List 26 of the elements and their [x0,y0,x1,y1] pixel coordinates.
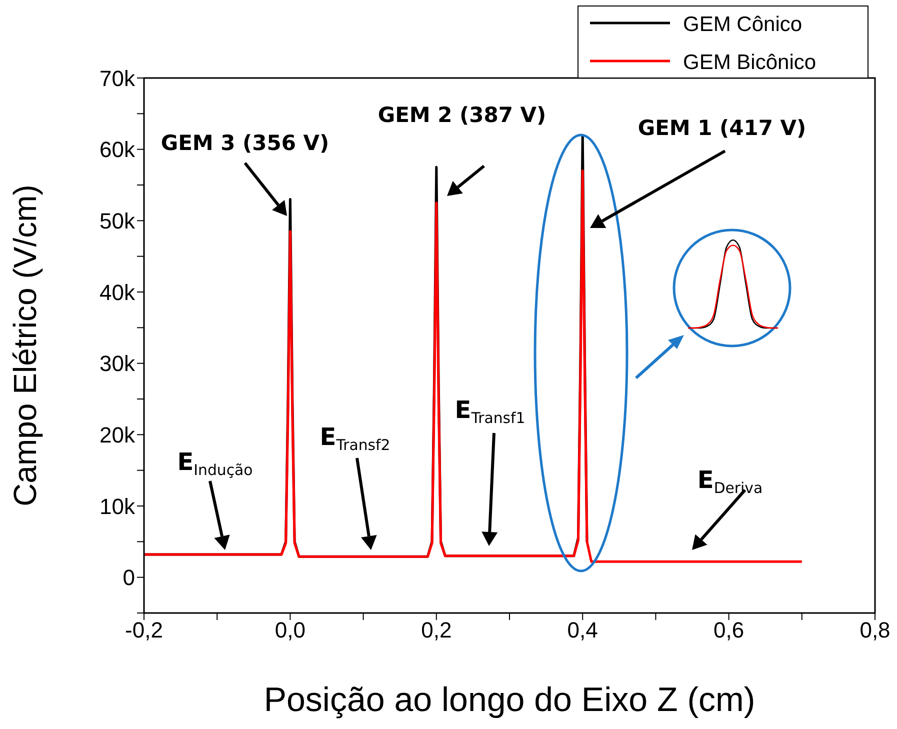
legend-label: GEM Cônico [683,13,802,36]
annotation: GEM 2 (387 V) [378,103,546,127]
annotation: E$_{Deriva}$ [697,466,763,496]
annotation: GEM 1 (417 V) [638,116,806,140]
y-tick-label: 30k [100,351,136,376]
x-tick-label: 0,6 [714,618,744,643]
x-tick-label: -0,2 [125,618,163,643]
x-tick-label: 0,8 [860,618,890,643]
y-axis-title: Campo Elétrico (V/cm) [7,184,43,506]
y-tick-label: 50k [100,208,136,234]
y-tick-label: 40k [100,280,136,305]
x-tick-label: 0,2 [421,618,452,643]
y-tick-label: 20k [100,422,136,448]
legend-label: GEM Bicônico [683,51,816,74]
annotation: GEM 3 (356 V) [160,131,330,155]
y-tick-label: 60k [100,137,136,162]
x-tick-label: 0,4 [567,618,598,643]
x-tick-label: 0,0 [274,618,306,643]
x-axis-title: Posição ao longo do Eixo Z (cm) [264,681,756,719]
y-tick-label: 10k [100,494,136,519]
y-tick-label: 70k [100,66,136,91]
annotation: E$_{Transf1}$ [454,396,526,426]
annotation: E$_{Indução}$ [177,448,253,478]
line-series [144,169,804,563]
annotation: E$_{Transf2}$ [320,423,390,454]
y-tick-label: 0 [122,565,135,590]
